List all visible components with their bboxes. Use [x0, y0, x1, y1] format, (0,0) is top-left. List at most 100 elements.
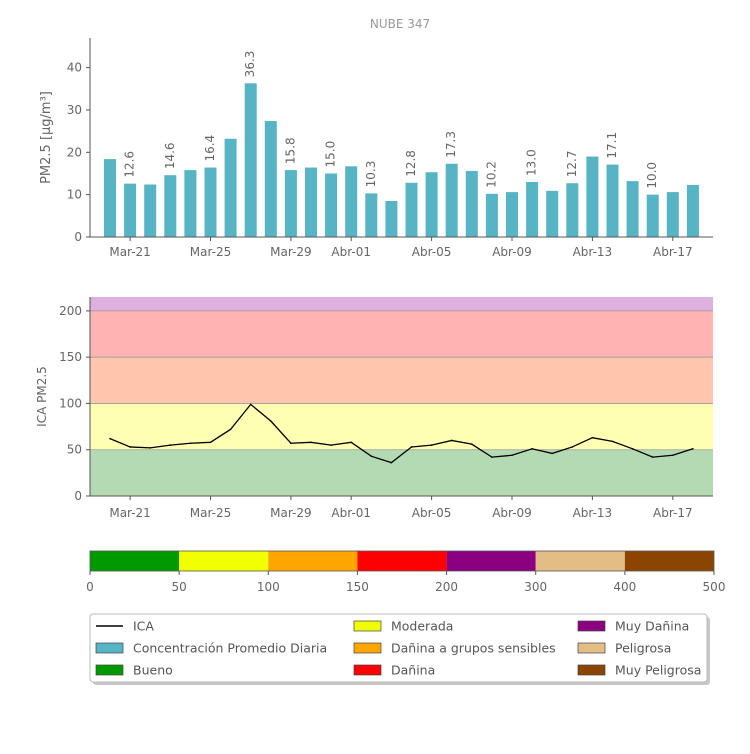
ica-point — [410, 446, 413, 448]
ica-point — [129, 446, 131, 448]
ica-point — [350, 441, 353, 444]
ica-point — [310, 441, 312, 444]
ica-point — [471, 443, 473, 445]
bar — [124, 183, 137, 237]
bar — [305, 167, 317, 237]
bar — [144, 184, 157, 237]
legend-swatch — [353, 642, 382, 654]
y-tick-label: 50 — [67, 443, 82, 457]
bar-value-label: 12.6 — [123, 151, 137, 178]
colorbar-segment — [624, 551, 714, 571]
bar — [164, 175, 177, 237]
bar-value-label: 10.0 — [645, 162, 659, 189]
x-tick-label: Mar-25 — [190, 506, 231, 520]
ica-point — [189, 442, 192, 445]
ica-point — [631, 447, 634, 450]
legend-label: Dañina a grupos sensibles — [391, 641, 556, 656]
ica-point — [531, 447, 533, 450]
bar-value-label: 14.6 — [163, 142, 177, 169]
colorbar-tick-label: 200 — [435, 580, 458, 594]
bar — [244, 83, 257, 237]
bar — [686, 184, 699, 237]
bar — [506, 192, 518, 237]
legend-swatch — [577, 642, 606, 654]
legend-label: Peligrosa — [615, 641, 671, 656]
legend-label: Moderada — [391, 619, 453, 634]
bar — [104, 159, 116, 237]
bar — [405, 182, 418, 237]
x-tick-label: Abr-05 — [412, 245, 452, 259]
x-tick-label: Abr-09 — [492, 506, 532, 520]
bar — [224, 138, 237, 237]
x-tick-label: Abr-05 — [412, 506, 452, 520]
aqi-band — [90, 449, 713, 496]
legend-swatch — [95, 664, 124, 676]
bar-value-label: 36.3 — [243, 51, 257, 78]
bar-value-label: 17.3 — [444, 131, 458, 158]
ica-point — [390, 461, 393, 464]
bar — [345, 166, 358, 237]
aqi-colorbar: 0 50 100 150 200 300 400 500 — [86, 550, 725, 594]
bar — [626, 181, 639, 237]
ica-point — [611, 440, 614, 443]
ica-chart: 0 50 100 150 200 Mar-21 Mar-25 Mar-29 Abr-01 Abr-… — [35, 297, 713, 520]
colorbar-tick-label: 50 — [172, 580, 187, 594]
ica-point — [551, 452, 553, 455]
ica-point — [672, 454, 674, 457]
y-tick-label: 20 — [67, 145, 82, 159]
bar — [666, 192, 679, 237]
x-tick-label: Abr-01 — [331, 245, 371, 259]
legend-swatch — [577, 620, 606, 632]
colorbar-tick-label: 150 — [346, 580, 369, 594]
ica-point — [109, 437, 111, 440]
x-tick-label: Abr-09 — [492, 245, 532, 259]
legend: ICA Concentración Promedio Diaria Bueno Mod… — [89, 613, 710, 685]
bar — [204, 167, 217, 237]
aqi-band — [90, 357, 713, 404]
x-tick-label: Mar-29 — [270, 506, 311, 520]
x-tick-label: Mar-21 — [109, 245, 150, 259]
ica-point — [450, 439, 453, 442]
ica-point — [651, 456, 654, 458]
bar — [325, 173, 338, 237]
ica-line — [109, 403, 694, 464]
y-tick-label: 10 — [67, 188, 82, 202]
x-tick-label: Mar-25 — [190, 245, 231, 259]
legend-swatch — [353, 664, 382, 676]
x-tick-label: Abr-01 — [331, 506, 371, 520]
x-tick-label: Mar-21 — [109, 506, 150, 520]
bar — [606, 164, 619, 237]
bar — [264, 120, 277, 237]
y-tick-label: 40 — [67, 61, 82, 75]
bar — [546, 190, 559, 237]
y-tick-label: 150 — [59, 350, 82, 364]
bar-chart: NUBE 347 12.6 14.6 16.4 36.3 15.8 15.0 10.3 12.8… — [39, 17, 713, 259]
ica-point — [229, 428, 232, 431]
bar-value-label: 12.7 — [565, 151, 579, 178]
aqi-band — [90, 297, 713, 311]
ica-point — [591, 436, 594, 439]
ica-point — [370, 455, 373, 458]
y-axis-label: PM2.5 [μg/m³] — [39, 91, 54, 184]
ica-point — [209, 441, 212, 444]
bar-value-label: 15.8 — [283, 137, 297, 164]
bar-value-label: 10.3 — [364, 161, 378, 188]
bar — [365, 193, 378, 237]
legend-label: Concentración Promedio Diaria — [133, 641, 327, 656]
bar — [485, 193, 498, 237]
bar — [184, 170, 197, 237]
bar — [385, 201, 398, 237]
ica-point — [330, 444, 332, 446]
x-tick-label: Mar-29 — [270, 245, 311, 259]
colorbar-tick-label: 300 — [524, 580, 547, 594]
legend-box — [89, 613, 708, 683]
y-tick-label: 100 — [59, 396, 82, 410]
x-tick-label: Abr-13 — [573, 506, 613, 520]
aqi-band — [90, 310, 713, 358]
ica-point — [290, 442, 292, 445]
colorbar-frame — [89, 550, 715, 572]
bar — [526, 181, 539, 237]
y-tick-label: 0 — [74, 489, 82, 503]
ica-point — [511, 454, 513, 457]
